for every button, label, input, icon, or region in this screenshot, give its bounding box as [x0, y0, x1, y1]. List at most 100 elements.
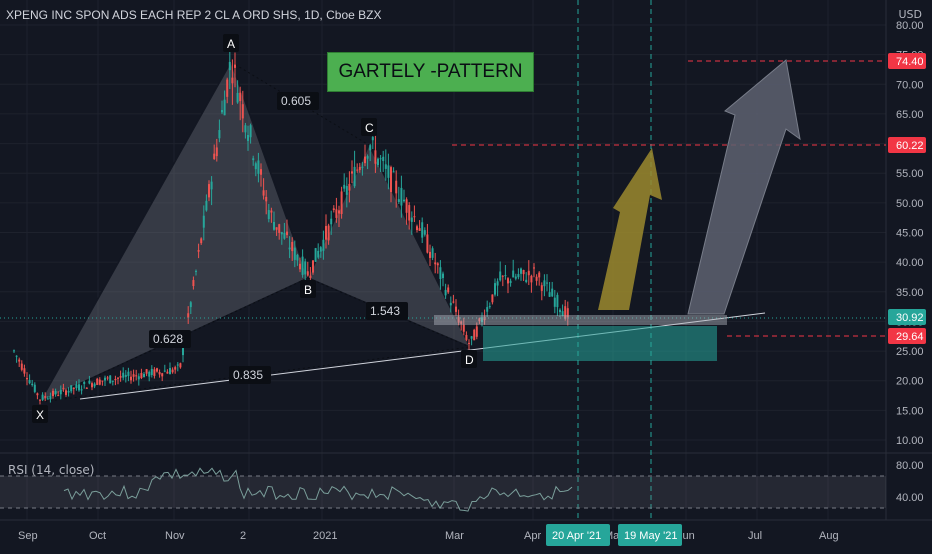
candle-body — [330, 218, 333, 225]
candle-body — [205, 200, 208, 211]
candle-body — [171, 369, 174, 373]
candle-body — [356, 169, 359, 171]
candle-body — [20, 363, 23, 370]
ratio-label: 0.628 — [153, 332, 183, 346]
candle-body — [145, 369, 148, 374]
candle-body — [75, 384, 78, 389]
candle-body — [439, 267, 442, 279]
candle-body — [114, 379, 117, 381]
ratio-box — [366, 302, 408, 320]
candle-body — [252, 158, 255, 161]
rsi-label[interactable]: RSI (14, close) — [8, 463, 95, 477]
candle-body — [299, 263, 301, 270]
candle-body — [213, 153, 216, 160]
candle-body — [475, 326, 478, 337]
candle-body — [361, 166, 364, 168]
candle-body — [366, 156, 369, 159]
candle-body — [470, 336, 473, 339]
candle-body — [561, 311, 564, 317]
candle-body — [559, 309, 561, 313]
date-marker-label: 19 May '21 — [624, 530, 677, 542]
candle-body — [57, 395, 60, 397]
price-tick-label: 10.00 — [896, 435, 924, 447]
candle-body — [46, 398, 49, 400]
candle-body — [384, 164, 387, 169]
candle-body — [143, 373, 145, 378]
candle-body — [208, 184, 210, 198]
candle-body — [236, 92, 239, 103]
candle-body — [273, 221, 275, 230]
candle-body — [223, 99, 226, 116]
candle-body — [195, 270, 197, 272]
candle-body — [392, 171, 395, 173]
pattern-point-marker — [461, 350, 477, 368]
candle-body — [189, 302, 192, 308]
candle-body — [496, 281, 499, 286]
candle-body — [306, 271, 309, 276]
candle-body — [548, 292, 551, 297]
candle-body — [26, 378, 28, 380]
candle-body — [96, 378, 99, 385]
candle-body — [522, 270, 525, 275]
candle-body — [431, 248, 434, 258]
candle-body — [130, 376, 132, 381]
candle-body — [67, 390, 70, 393]
candle-body — [553, 297, 556, 307]
candle-body — [494, 283, 496, 295]
candle-body — [39, 399, 41, 401]
candle-body — [182, 348, 184, 356]
candle-body — [371, 137, 374, 141]
candle-body — [405, 199, 408, 213]
candle-body — [465, 335, 468, 340]
candle-body — [538, 272, 541, 278]
candle-body — [280, 232, 283, 235]
candle-body — [403, 199, 405, 202]
candle-body — [364, 156, 366, 164]
candle-body — [109, 375, 112, 384]
candle-body — [65, 390, 67, 395]
candle-body — [564, 306, 567, 319]
candle-body — [54, 391, 57, 395]
time-tick-label: Apr — [524, 530, 541, 542]
candle-body — [348, 183, 351, 191]
candle-body — [59, 390, 62, 395]
candle-body — [124, 374, 127, 377]
candle-body — [23, 368, 26, 374]
candle-body — [379, 158, 382, 160]
candle-body — [249, 125, 252, 138]
candle-body — [351, 171, 353, 174]
candle-body — [397, 199, 400, 202]
time-tick-label: Aug — [819, 530, 839, 542]
pattern-point-label: X — [36, 408, 44, 422]
pattern-point-marker — [223, 34, 239, 52]
ratio-label: 1.543 — [370, 304, 400, 318]
candle-body — [13, 350, 15, 352]
time-tick-label: Oct — [89, 530, 106, 542]
candle-body — [80, 389, 83, 391]
candle-body — [210, 181, 213, 190]
candle-body — [468, 342, 470, 344]
rsi-tick-label: 80.00 — [896, 460, 924, 472]
candle-body — [270, 210, 273, 213]
candle-body — [31, 383, 34, 386]
price-axis: 80.0075.0070.0065.0060.0055.0050.0045.00… — [896, 20, 924, 447]
price-tick-label: 40.00 — [896, 257, 924, 269]
candle-body — [304, 261, 307, 275]
time-tick-label: 2 — [240, 530, 246, 542]
pattern-point-marker — [361, 118, 377, 136]
candle-body — [447, 287, 450, 293]
candle-body — [556, 294, 559, 308]
candle-body — [127, 371, 130, 377]
candle-body — [91, 383, 93, 388]
candle-body — [158, 372, 161, 375]
candle-body — [416, 226, 418, 231]
candle-body — [93, 383, 96, 387]
candle-body — [283, 232, 286, 239]
candle-body — [452, 301, 455, 303]
time-tick-label: Jul — [748, 530, 762, 542]
candle-body — [52, 390, 54, 397]
candle-body — [491, 294, 494, 303]
candle-body — [457, 317, 460, 323]
price-badge — [888, 53, 926, 69]
